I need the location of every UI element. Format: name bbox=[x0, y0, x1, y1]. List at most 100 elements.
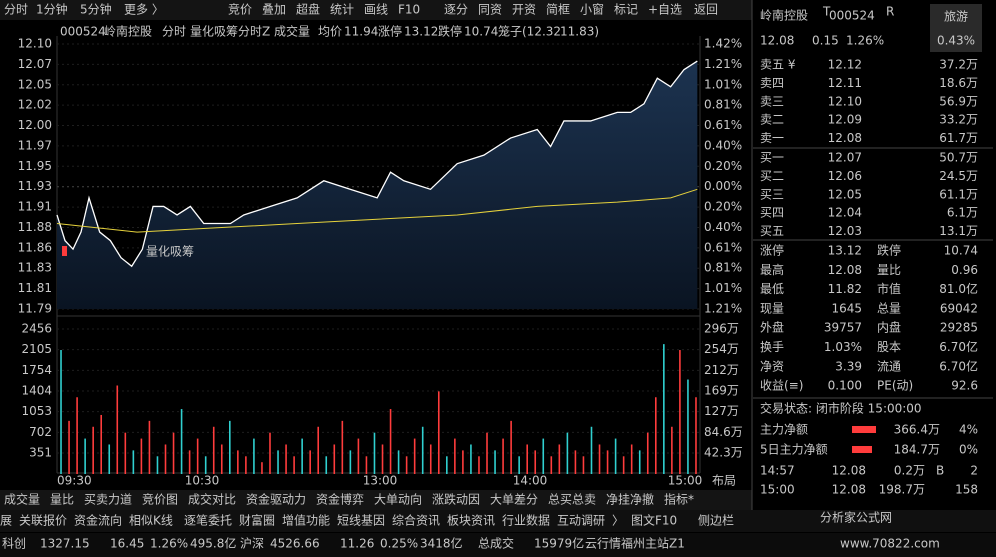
fund-value: 184.7万 bbox=[894, 443, 940, 457]
tab[interactable]: 逐笔委托 bbox=[184, 513, 232, 528]
tab[interactable]: 综合资讯 bbox=[392, 513, 440, 528]
pct-label: 1.01% bbox=[704, 281, 742, 295]
book-volume: 6.1万 bbox=[947, 206, 978, 220]
button[interactable]: 竞价 bbox=[228, 3, 252, 17]
volume-label: 212万 bbox=[704, 363, 739, 377]
tab[interactable]: 短线基因 bbox=[337, 514, 385, 528]
tab[interactable]: 资金驱动力 bbox=[246, 492, 306, 507]
price-label: 11.91 bbox=[18, 200, 52, 214]
tab[interactable]: 图文F10 bbox=[631, 513, 677, 528]
trade-price: 12.08 bbox=[832, 464, 866, 478]
button[interactable]: 简框 bbox=[546, 3, 570, 17]
tab[interactable]: 成交量 bbox=[4, 492, 40, 507]
tab[interactable]: 大单动向 bbox=[374, 492, 422, 507]
tag: T bbox=[822, 5, 831, 19]
tab[interactable]: 资金流向 bbox=[74, 513, 122, 528]
pct-label: 1.42% bbox=[704, 37, 742, 51]
tab[interactable]: 5分钟 bbox=[80, 2, 112, 17]
tag: R bbox=[886, 5, 894, 19]
button[interactable]: 叠加 bbox=[262, 3, 286, 17]
tab[interactable]: 行业数据 bbox=[502, 513, 550, 528]
tab[interactable]: 侧边栏 bbox=[698, 513, 734, 528]
tab[interactable]: 分时 bbox=[4, 3, 28, 17]
stock-code: 000524 bbox=[829, 9, 875, 23]
tab[interactable]: 净挂净撤 bbox=[606, 492, 654, 507]
price-label: 12.10 bbox=[18, 37, 52, 51]
stat-value: 3.39 bbox=[835, 359, 862, 373]
tab[interactable]: 成交对比 bbox=[188, 492, 236, 507]
tab[interactable]: 增值功能 bbox=[282, 513, 330, 528]
tab[interactable]: 买卖力道 bbox=[84, 493, 132, 507]
tab[interactable]: 互动调研 bbox=[557, 514, 605, 528]
header-text: 量化吸筹分时Z bbox=[190, 25, 270, 39]
time-label: 15:00 bbox=[668, 474, 703, 488]
stat-value: 0.96 bbox=[951, 263, 978, 277]
tab[interactable]: 竞价图 bbox=[142, 493, 178, 507]
tab[interactable]: 关联报价 bbox=[19, 513, 67, 528]
change: 0.15 bbox=[812, 34, 839, 48]
pct-label: 0.20% bbox=[704, 159, 742, 173]
button[interactable]: 小窗 bbox=[580, 3, 604, 17]
status-text: 16.45 bbox=[110, 537, 144, 551]
button[interactable]: 统计 bbox=[330, 3, 354, 17]
fund-bar bbox=[852, 426, 876, 433]
button[interactable]: 开资 bbox=[512, 3, 536, 17]
tab[interactable]: 量比 bbox=[50, 493, 74, 507]
tab[interactable]: 板块资讯 bbox=[447, 514, 495, 528]
pct-label: 0.00% bbox=[704, 179, 742, 193]
trade-side: B bbox=[936, 464, 944, 478]
time-label: 13:00 bbox=[363, 474, 398, 488]
button[interactable]: 标记 bbox=[614, 3, 638, 17]
trade-count: 158 bbox=[955, 483, 978, 497]
button[interactable]: 同资 bbox=[478, 3, 502, 17]
stat-value: 6.70亿 bbox=[939, 339, 978, 354]
status-text: 1327.15 bbox=[40, 537, 90, 551]
price-label: 11.88 bbox=[18, 220, 52, 234]
book-price: 12.08 bbox=[828, 131, 862, 145]
stat-label: 换手 bbox=[760, 340, 784, 354]
stat-value: 10.74 bbox=[944, 244, 978, 258]
tab[interactable]: 更多 〉 bbox=[124, 3, 164, 17]
stat-value: 39757 bbox=[824, 321, 862, 335]
trade-price: 12.08 bbox=[832, 483, 866, 497]
fund-pct: 0% bbox=[959, 443, 978, 457]
sector-pct: 0.43% bbox=[937, 34, 975, 48]
price-area bbox=[57, 61, 698, 310]
button[interactable]: 布局 bbox=[712, 474, 736, 488]
tab[interactable]: 展 bbox=[0, 514, 12, 528]
status-text: 总成交 bbox=[478, 536, 514, 551]
tab[interactable]: 资金博弈 bbox=[316, 492, 364, 507]
tab[interactable]: 指标* bbox=[664, 492, 694, 507]
book-price: 12.09 bbox=[828, 113, 862, 127]
stat-label: 最低 bbox=[760, 282, 784, 296]
button[interactable]: 返回 bbox=[694, 3, 718, 17]
stat-label: 股本 bbox=[877, 340, 901, 354]
stat-label: 外盘 bbox=[760, 320, 784, 335]
tab[interactable]: 1分钟 bbox=[36, 2, 68, 17]
tab[interactable]: 总买总卖 bbox=[548, 493, 596, 507]
button[interactable]: 逐分 bbox=[444, 3, 468, 17]
button[interactable]: 超盘 bbox=[296, 2, 320, 17]
stat-value: 11.82 bbox=[828, 282, 862, 296]
volume-label: 351 bbox=[29, 446, 52, 460]
book-price: 12.03 bbox=[828, 224, 862, 238]
stat-label: 总量 bbox=[877, 301, 901, 315]
volume-label: 254万 bbox=[704, 342, 739, 356]
button[interactable]: F10 bbox=[398, 3, 420, 17]
header-text: 跌停 bbox=[438, 24, 462, 39]
tab[interactable]: 相似K线 bbox=[129, 514, 173, 528]
sector[interactable]: 旅游 bbox=[944, 10, 968, 24]
tab[interactable]: 〉 bbox=[612, 514, 624, 528]
button[interactable]: +自选 bbox=[648, 3, 682, 17]
button[interactable]: 画线 bbox=[364, 3, 388, 17]
tab[interactable]: 涨跌动因 bbox=[432, 492, 480, 507]
status-text: 4526.66 bbox=[270, 537, 320, 551]
stat-value: 1645 bbox=[831, 301, 862, 315]
book-volume: 37.2万 bbox=[939, 58, 978, 72]
header-text: 均价 bbox=[318, 25, 342, 39]
stat-label: 跌停 bbox=[877, 243, 901, 258]
tab[interactable]: 大单差分 bbox=[490, 493, 538, 507]
tab[interactable]: 财富圈 bbox=[239, 513, 275, 528]
trade-volume: 0.2万 bbox=[894, 464, 925, 478]
